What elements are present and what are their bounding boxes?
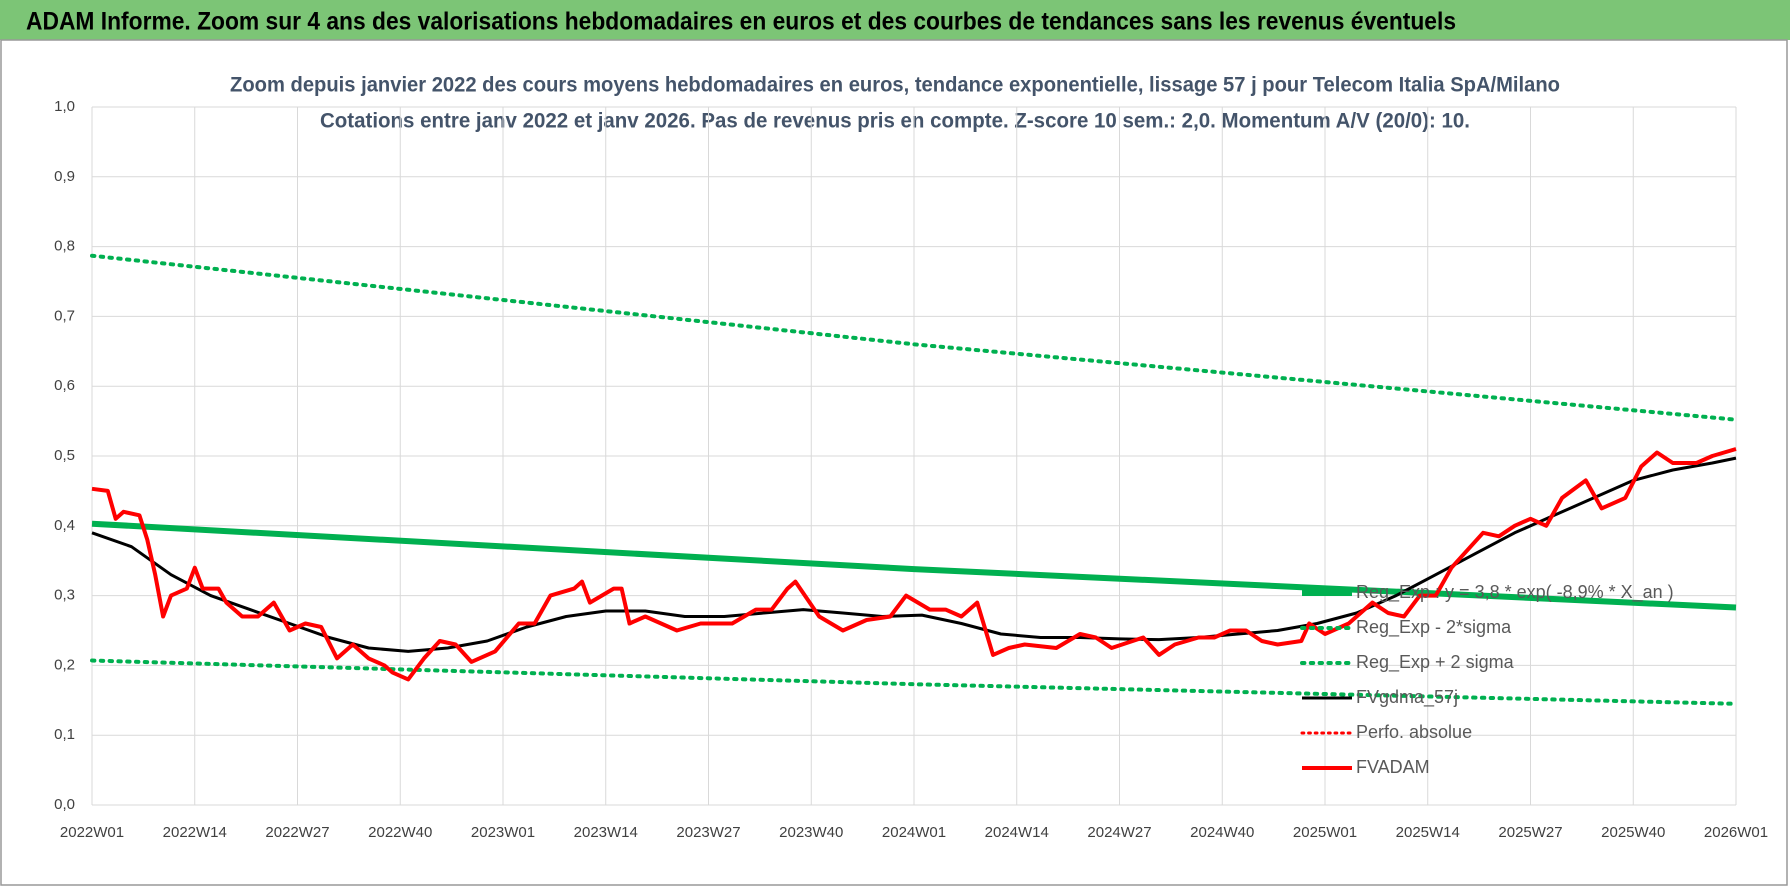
legend-label: Reg_Exp - 2*sigma (1356, 617, 1512, 638)
series-line (91, 520, 1737, 611)
header-title: ADAM Informe. Zoom sur 4 ans des valoris… (26, 8, 1456, 36)
y-tick-label: 0,3 (54, 587, 75, 604)
y-tick-label: 1,0 (54, 98, 75, 115)
chart-title: Zoom depuis janvier 2022 des cours moyen… (230, 74, 1560, 97)
x-tick-label: 2024W40 (1190, 824, 1254, 841)
y-tick-label: 0,6 (54, 377, 75, 394)
y-tick-label: 0,4 (54, 517, 75, 534)
x-tick-label: 2024W01 (882, 824, 946, 841)
header-bar (0, 0, 1790, 40)
x-tick-label: 2022W14 (163, 824, 227, 841)
x-tick-label: 2023W01 (471, 824, 535, 841)
x-tick-label: 2022W27 (265, 824, 329, 841)
x-tick-label: 2026W01 (1704, 824, 1768, 841)
x-tick-label: 2025W27 (1498, 824, 1562, 841)
x-tick-label: 2025W01 (1293, 824, 1357, 841)
y-tick-label: 0,1 (54, 726, 75, 743)
y-tick-label: 0,7 (54, 307, 75, 324)
y-tick-label: 0,9 (54, 168, 75, 185)
x-tick-label: 2022W40 (368, 824, 432, 841)
legend-label: Reg_Exp : y = 3,8 * exp( -8,9% * X_an ) (1356, 582, 1674, 603)
series-line (91, 447, 1737, 682)
legend-label: FVgdma_57j (1356, 687, 1458, 708)
chart-subtitle: Cotations entre janv 2022 et janv 2026. … (320, 110, 1470, 133)
x-tick-label: 2024W14 (985, 824, 1049, 841)
x-tick-label: 2023W14 (574, 824, 638, 841)
legend-label: FVADAM (1356, 757, 1430, 777)
series-line (91, 456, 1737, 653)
chart-frame (0, 39, 1788, 886)
y-tick-label: 0,2 (54, 656, 75, 673)
y-tick-label: 0,5 (54, 447, 75, 464)
y-tick-label: 0,0 (54, 796, 75, 813)
series-line (90, 253, 1738, 422)
y-tick-label: 0,8 (54, 238, 75, 255)
x-tick-label: 2023W40 (779, 824, 843, 841)
x-tick-label: 2022W01 (60, 824, 124, 841)
legend-label: Reg_Exp + 2 sigma (1356, 652, 1515, 673)
x-tick-label: 2025W14 (1396, 824, 1460, 841)
x-tick-label: 2024W27 (1087, 824, 1151, 841)
x-tick-label: 2025W40 (1601, 824, 1665, 841)
x-tick-label: 2023W27 (676, 824, 740, 841)
legend-label: Perfo. absolue (1356, 722, 1472, 742)
series-line (90, 658, 1738, 706)
